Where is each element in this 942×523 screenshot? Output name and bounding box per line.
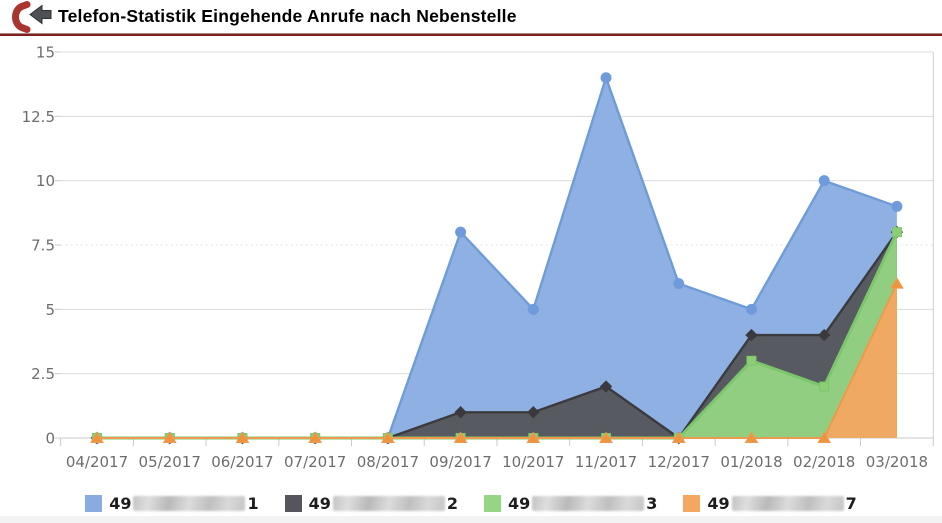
legend-label-prefix: 49	[308, 493, 331, 513]
legend-label-prefix: 49	[707, 493, 730, 513]
page-title: Telefon-Statistik Eingehende Anrufe nach…	[58, 6, 517, 26]
y-axis-label: 12.5	[22, 108, 55, 126]
series-marker-circle	[527, 303, 539, 315]
series-marker-diamond	[745, 328, 758, 342]
series-marker-diamond	[817, 328, 831, 342]
legend-item-series-4: 49 7	[683, 493, 857, 513]
area-chart: 0 2.5 5 7.5 10 12.5 15 04/2017 05/2017 06/2017 07/…	[22, 44, 934, 471]
x-axis-label: 10/2017	[502, 453, 564, 471]
series-area-1	[97, 77, 897, 438]
series-marker-triangle	[380, 431, 395, 443]
legend-item-series-3: 49 3	[484, 494, 657, 513]
legend-swatch-green	[484, 494, 501, 512]
legend-swatch-orange	[683, 494, 701, 512]
series-marker-square	[891, 227, 902, 238]
series-marker-triangle	[744, 431, 759, 443]
x-axis-label: 09/2017	[429, 453, 491, 471]
series-marker-triangle	[599, 431, 613, 443]
legend-swatch-blue	[85, 494, 103, 512]
x-axis-label: 08/2017	[357, 453, 419, 471]
legend-swatch-dark	[284, 494, 302, 512]
series-marker-circle	[455, 226, 467, 238]
legend-label-suffix: 3	[646, 493, 658, 513]
y-axis-label: 7.5	[31, 237, 55, 255]
series-marker-square	[819, 381, 830, 392]
series-marker-triangle	[453, 431, 468, 443]
series-marker-triangle	[162, 431, 177, 443]
series-marker-circle	[891, 200, 903, 212]
series-marker-triangle	[90, 431, 104, 443]
series-marker-triangle	[526, 431, 541, 443]
legend-label-suffix: 7	[845, 493, 857, 513]
legend-label-suffix: 2	[446, 493, 458, 513]
legend-label-suffix: 1	[247, 493, 259, 513]
legend-label-prefix: 49	[508, 493, 531, 513]
x-axis-label: 11/2017	[575, 453, 637, 471]
y-axis-label: 15	[36, 44, 55, 62]
legend-label-redacted	[332, 495, 445, 511]
series-marker-square	[746, 355, 757, 366]
y-axis-label: 10	[36, 172, 55, 190]
x-axis-label: 03/2018	[866, 453, 928, 471]
series-area-3	[97, 232, 897, 438]
series-marker-circle	[600, 72, 612, 84]
y-axis-label: 5	[45, 301, 55, 319]
series-marker-triangle	[671, 431, 686, 443]
x-axis-label: 06/2017	[211, 453, 273, 471]
series-marker-triangle	[235, 431, 250, 443]
y-axis-label: 2.5	[31, 365, 55, 383]
series-marker-circle	[818, 175, 830, 187]
x-axis-label: 04/2017	[66, 453, 128, 471]
x-axis-label: 02/2018	[793, 453, 855, 471]
y-axis-label: 0	[45, 430, 55, 448]
x-axis-label: 05/2017	[139, 453, 201, 471]
series-line-7	[97, 283, 898, 439]
bottom-strip	[0, 516, 942, 523]
series-marker-circle	[745, 303, 757, 315]
series-marker-triangle	[890, 277, 904, 289]
incoming-call-phone-icon	[12, 1, 52, 33]
legend-label-prefix: 49	[109, 493, 132, 513]
legend-label-redacted	[133, 495, 246, 511]
series-marker-triangle	[308, 431, 323, 443]
x-axis-label: 07/2017	[284, 453, 346, 471]
header: Telefon-Statistik Eingehende Anrufe nach…	[0, 0, 942, 33]
series-marker-diamond	[599, 380, 613, 393]
legend-item-series-1: 49 1	[85, 493, 259, 513]
legend-item-series-2: 49 2	[284, 493, 458, 513]
series-marker-diamond	[527, 406, 540, 419]
chart-legend: 49 1 49 2 49 3 49 7	[0, 490, 942, 516]
header-divider	[0, 33, 942, 36]
legend-label-redacted	[731, 495, 844, 511]
x-axis-label: 01/2018	[720, 453, 782, 471]
series-marker-circle	[673, 278, 685, 290]
series-marker-triangle	[817, 431, 832, 443]
x-axis-label: 12/2017	[648, 453, 710, 471]
series-marker-diamond	[454, 406, 467, 419]
legend-label-redacted	[532, 495, 645, 511]
